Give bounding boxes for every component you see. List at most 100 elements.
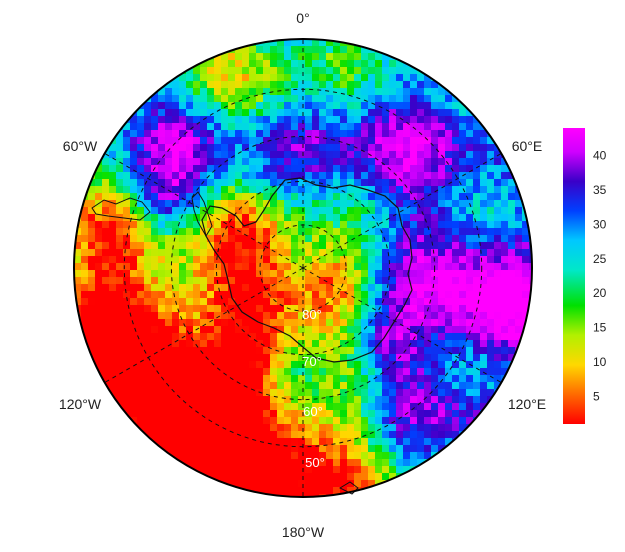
field-cell xyxy=(270,277,278,285)
field-cell xyxy=(95,347,103,355)
field-cell xyxy=(284,46,292,54)
field-cell xyxy=(235,452,243,460)
field-cell xyxy=(284,144,292,152)
field-cell xyxy=(228,256,236,264)
field-cell xyxy=(291,53,299,61)
field-cell xyxy=(480,235,488,243)
field-cell xyxy=(424,144,432,152)
field-cell xyxy=(515,270,523,278)
field-cell xyxy=(158,354,166,362)
field-cell xyxy=(291,193,299,201)
field-cell xyxy=(228,116,236,124)
field-cell xyxy=(333,235,341,243)
field-cell xyxy=(305,130,313,138)
field-cell xyxy=(312,102,320,110)
field-cell xyxy=(354,67,362,75)
field-cell xyxy=(375,172,383,180)
field-cell xyxy=(431,158,439,166)
field-cell xyxy=(95,291,103,299)
field-cell xyxy=(403,445,411,453)
field-cell xyxy=(382,60,390,68)
field-cell xyxy=(312,249,320,257)
field-cell xyxy=(347,200,355,208)
field-cell xyxy=(403,214,411,222)
field-cell xyxy=(207,242,215,250)
field-cell xyxy=(410,368,418,376)
field-cell xyxy=(333,354,341,362)
field-cell xyxy=(326,277,334,285)
field-cell xyxy=(81,179,89,187)
field-cell xyxy=(340,242,348,250)
field-cell xyxy=(382,361,390,369)
field-cell xyxy=(326,305,334,313)
field-cell xyxy=(340,200,348,208)
field-cell xyxy=(305,60,313,68)
field-cell xyxy=(473,382,481,390)
field-cell xyxy=(424,130,432,138)
field-cell xyxy=(347,179,355,187)
field-cell xyxy=(284,249,292,257)
field-cell xyxy=(375,375,383,383)
field-cell xyxy=(291,214,299,222)
field-cell xyxy=(424,193,432,201)
field-cell xyxy=(354,228,362,236)
field-cell xyxy=(361,284,369,292)
field-cell xyxy=(326,109,334,117)
field-cell xyxy=(165,354,173,362)
field-cell xyxy=(459,242,467,250)
field-cell xyxy=(438,109,446,117)
field-cell xyxy=(116,256,124,264)
field-cell xyxy=(277,214,285,222)
field-cell xyxy=(431,389,439,397)
field-cell xyxy=(480,165,488,173)
field-cell xyxy=(151,200,159,208)
field-cell xyxy=(354,291,362,299)
field-cell xyxy=(81,214,89,222)
field-cell xyxy=(109,235,117,243)
field-cell xyxy=(340,53,348,61)
field-cell xyxy=(347,452,355,460)
field-cell xyxy=(200,81,208,89)
field-cell xyxy=(228,473,236,481)
field-cell xyxy=(326,179,334,187)
field-cell xyxy=(424,263,432,271)
field-cell xyxy=(431,445,439,453)
latitude-circle-70 xyxy=(215,180,391,356)
field-cell xyxy=(172,382,180,390)
field-cell xyxy=(431,382,439,390)
field-cell xyxy=(487,172,495,180)
field-cell xyxy=(228,130,236,138)
field-cell xyxy=(186,319,194,327)
field-cell xyxy=(487,382,495,390)
field-cell xyxy=(326,438,334,446)
field-cell xyxy=(214,473,222,481)
field-cell xyxy=(88,291,96,299)
field-cell xyxy=(158,319,166,327)
field-cell xyxy=(382,473,390,481)
field-cell xyxy=(270,445,278,453)
field-cell xyxy=(193,242,201,250)
field-cell xyxy=(396,158,404,166)
field-cell xyxy=(270,438,278,446)
field-cell xyxy=(270,263,278,271)
meridian-240 xyxy=(104,267,304,383)
field-cell xyxy=(228,424,236,432)
field-cell xyxy=(179,452,187,460)
field-cell xyxy=(382,165,390,173)
field-cell xyxy=(263,319,271,327)
lon-label-60e: 60°E xyxy=(512,138,543,154)
field-cell xyxy=(501,354,509,362)
field-cell xyxy=(284,298,292,306)
field-cell xyxy=(186,256,194,264)
field-cell xyxy=(333,459,341,467)
field-cell xyxy=(256,214,264,222)
field-cell xyxy=(242,284,250,292)
field-cell xyxy=(389,116,397,124)
field-cell xyxy=(242,67,250,75)
field-cell xyxy=(403,172,411,180)
field-cell xyxy=(508,298,516,306)
field-cell xyxy=(424,424,432,432)
field-cell xyxy=(382,396,390,404)
field-cell xyxy=(312,389,320,397)
field-cell xyxy=(242,410,250,418)
